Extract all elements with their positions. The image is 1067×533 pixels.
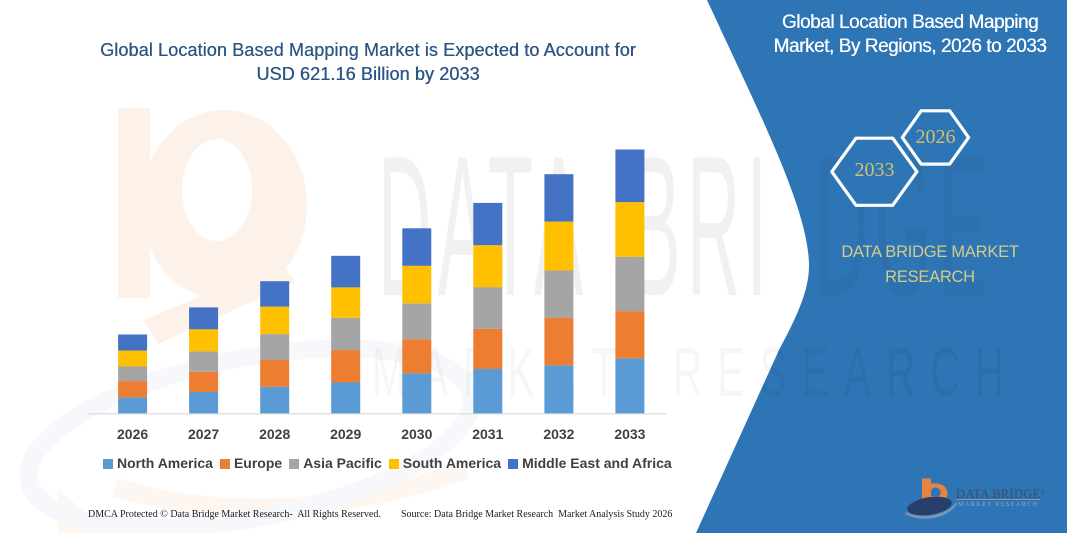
svg-text:DATA BRI: DATA BRI (378, 113, 773, 337)
